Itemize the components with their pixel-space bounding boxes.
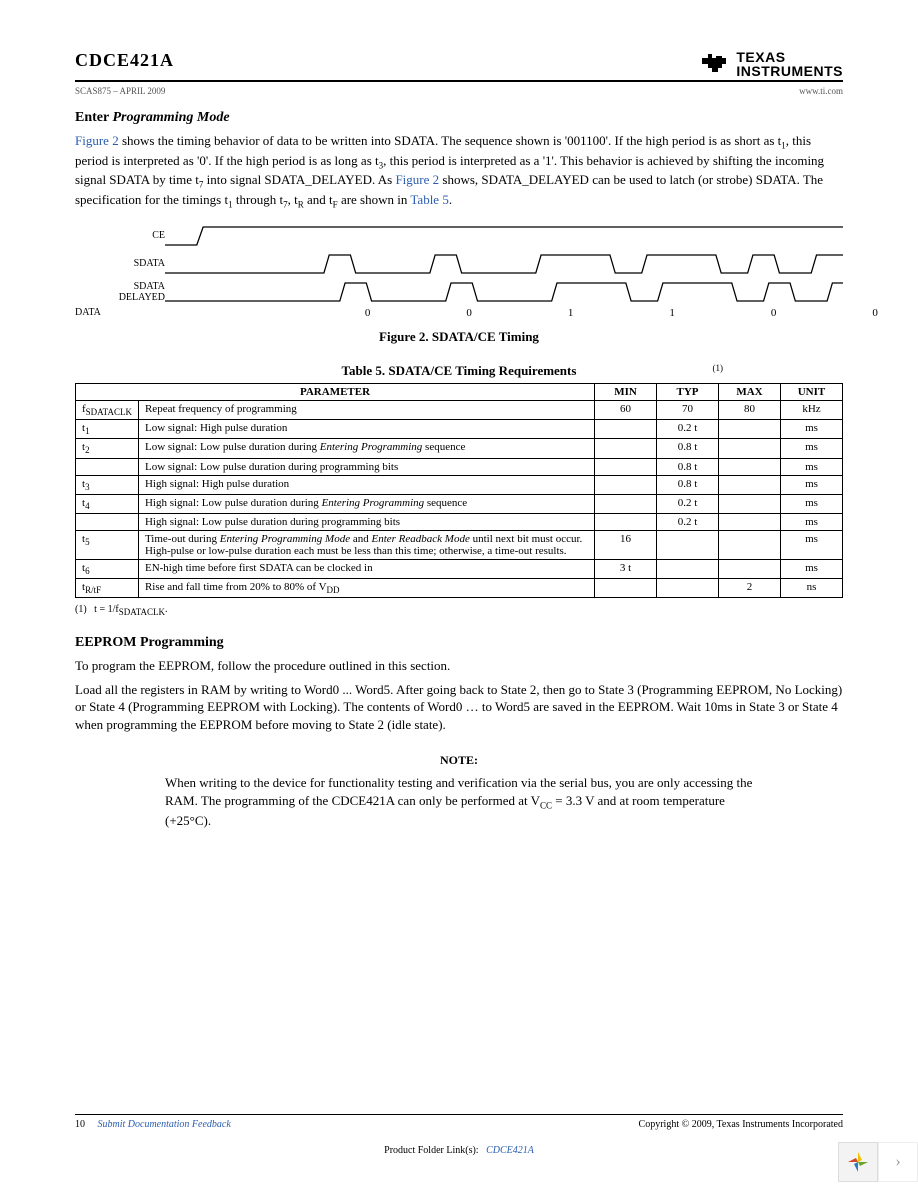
th-parameter: PARAMETER <box>76 383 595 400</box>
doc-code: SCAS875 – APRIL 2009 <box>75 86 165 96</box>
page-header: CDCE421A TEXAS INSTRUMENTS <box>75 50 843 82</box>
product-folder-line: Product Folder Link(s): CDCE421A <box>0 1145 918 1156</box>
table-row: t6EN-high time before first SDATA can be… <box>76 559 843 578</box>
sdata-delayed-waveform <box>165 279 843 305</box>
figure-2-caption: Figure 2. SDATA/CE Timing <box>75 329 843 345</box>
part-number: CDCE421A <box>75 50 174 71</box>
table-row: tR/tFRise and fall time from 20% to 80% … <box>76 579 843 598</box>
th-max: MAX <box>719 383 781 400</box>
table-5-link[interactable]: Table 5 <box>410 192 448 207</box>
figure-2-link-b[interactable]: Figure 2 <box>395 172 439 187</box>
brand-line1: TEXAS <box>736 50 843 64</box>
copyright: Copyright © 2009, Texas Instruments Inco… <box>639 1119 843 1130</box>
table-row: t3High signal: High pulse duration0.8 tm… <box>76 475 843 494</box>
sub-header: SCAS875 – APRIL 2009 www.ti.com <box>75 86 843 96</box>
table-row: t4High signal: Low pulse duration during… <box>76 494 843 513</box>
timing-requirements-table: PARAMETER MIN TYP MAX UNIT fSDATACLKRepe… <box>75 383 843 598</box>
table-row: t2Low signal: Low pulse duration during … <box>76 439 843 458</box>
section-title-eeprom: EEPROM Programming <box>75 635 843 651</box>
timing-diagram: CE SDATA SDATA DELAYED DATA 0 0 1 1 0 0 <box>75 223 843 319</box>
table-row: t5Time-out during Entering Programming M… <box>76 530 843 559</box>
th-unit: UNIT <box>781 383 843 400</box>
note-text: When writing to the device for functiona… <box>165 774 753 829</box>
doc-url: www.ti.com <box>799 86 843 96</box>
viewer-logo-icon[interactable] <box>838 1142 878 1182</box>
table-row: t1Low signal: High pulse duration0.2 tms <box>76 420 843 439</box>
data-bits-row: 0 0 1 1 0 0 <box>191 307 878 319</box>
page-footer: 10 Submit Documentation Feedback Copyrig… <box>75 1114 843 1130</box>
note-label: NOTE: <box>165 753 753 768</box>
page-number: 10 <box>75 1119 85 1130</box>
section-title-enter-prog: Enter Programming Mode <box>75 110 843 126</box>
table-row: fSDATACLKRepeat frequency of programming… <box>76 400 843 419</box>
eeprom-p1: To program the EEPROM, follow the proced… <box>75 657 843 675</box>
table-row: High signal: Low pulse duration during p… <box>76 513 843 530</box>
sdata-waveform <box>165 251 843 277</box>
th-min: MIN <box>595 383 657 400</box>
next-page-button[interactable]: › <box>878 1142 918 1182</box>
ce-waveform <box>165 223 843 249</box>
table-row: Low signal: Low pulse duration during pr… <box>76 458 843 475</box>
sdata-delayed-label: SDATA DELAYED <box>75 281 165 303</box>
th-typ: TYP <box>657 383 719 400</box>
brand-line2: INSTRUMENTS <box>736 64 843 78</box>
figure-2-link-a[interactable]: Figure 2 <box>75 133 119 148</box>
sdata-label: SDATA <box>75 258 165 269</box>
ti-chip-icon <box>700 52 730 76</box>
data-label: DATA <box>75 307 101 318</box>
note-block: NOTE: When writing to the device for fun… <box>165 753 753 829</box>
table-5-title: Table 5. SDATA/CE Timing Requirements (1… <box>75 363 843 379</box>
enter-prog-paragraph: Figure 2 shows the timing behavior of da… <box>75 132 843 211</box>
product-folder-link[interactable]: CDCE421A <box>486 1145 534 1156</box>
submit-feedback-link[interactable]: Submit Documentation Feedback <box>98 1119 231 1130</box>
table-5-footnote: (1) t = 1/fSDATACLK. <box>75 604 843 617</box>
ce-label: CE <box>75 230 165 241</box>
eeprom-p2: Load all the registers in RAM by writing… <box>75 681 843 734</box>
viewer-nav: › <box>838 1142 918 1182</box>
ti-logo: TEXAS INSTRUMENTS <box>700 50 843 78</box>
